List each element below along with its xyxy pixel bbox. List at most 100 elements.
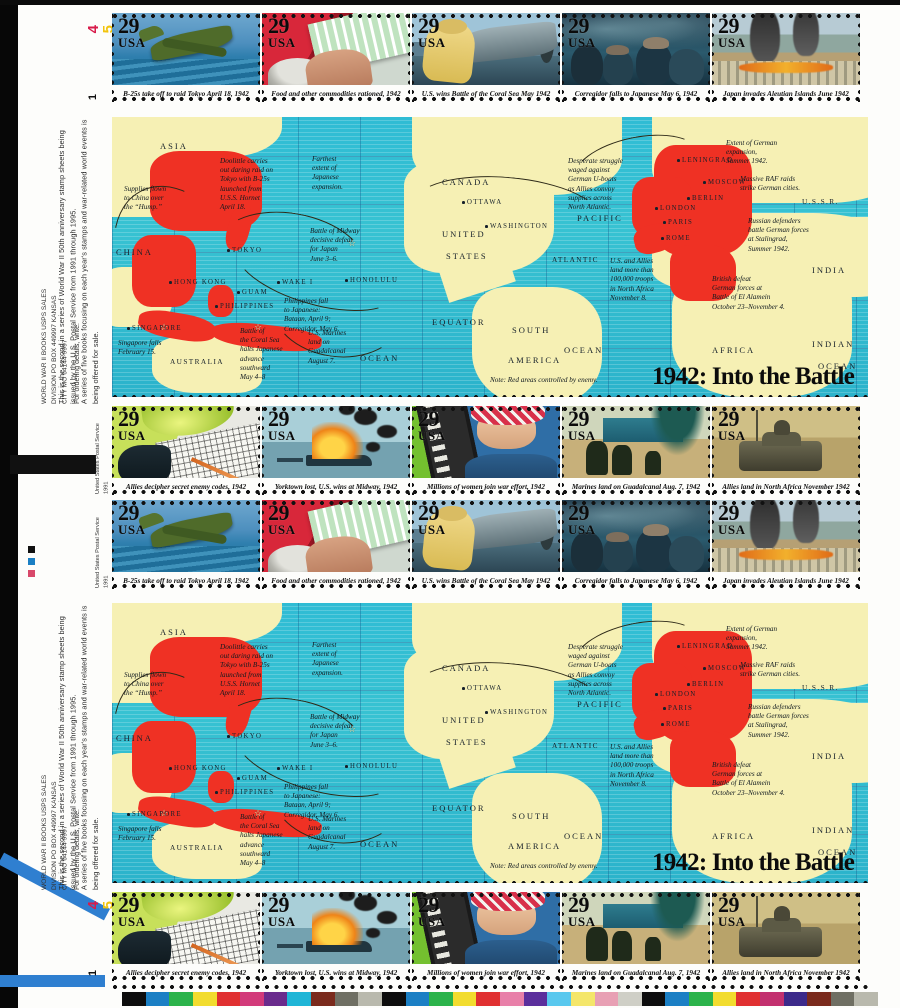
order-line-0: WORLD WAR II BOOKS <box>41 331 48 404</box>
map-city-honolulu: HONOLULU <box>350 763 399 770</box>
stamp-coral-sea[interactable]: 29 USA U.S. wins Battle of the Coral Sea … <box>412 13 560 102</box>
stamp-denomination: 29 USA <box>268 500 296 537</box>
map-city-dot <box>127 327 130 330</box>
color-swatch-16 <box>500 992 524 1006</box>
map-label-australia: AUSTRALIA <box>170 357 224 366</box>
stamp-strip-row-1: 29 USA B-25s take off to raid Tokyo April… <box>112 13 860 102</box>
stamp-denomination: 29 USA <box>418 892 446 929</box>
map-label-canada: CANADA <box>442 663 491 673</box>
color-swatch-20 <box>594 992 619 1006</box>
map-city-ottawa: OTTAWA <box>467 199 503 206</box>
order-line-4b: 64144-9997 <box>61 825 69 861</box>
stamp-women-war-effort[interactable]: 29 USA Millions of women join war effort,… <box>412 406 560 495</box>
scan-blue-streak-2 <box>0 975 105 987</box>
map-city-dot <box>687 683 690 686</box>
map-annotation-doolittle: Doolittle carries out daring raid on Tok… <box>220 157 273 212</box>
map-label-pacific: PACIFIC <box>577 213 623 223</box>
scan-edge-artifact <box>10 455 96 474</box>
color-swatch-12 <box>405 992 430 1006</box>
color-swatch-9 <box>334 992 359 1006</box>
stamp-women-war-effort-2[interactable]: 29 USA Millions of women join war effort,… <box>412 892 560 981</box>
stamp-yorktown-midway-2[interactable]: 29 USA Yorktown lost, U.S. wins at Midway… <box>262 892 410 981</box>
map-label-south: SOUTH <box>512 811 551 821</box>
map-city-dot <box>485 711 488 714</box>
map-city-dot <box>215 305 218 308</box>
scan-left-border <box>0 0 18 1008</box>
registration-mini-marks <box>28 546 35 582</box>
stamp-corregidor-falls[interactable]: 29 USA Corregidor falls to Japanese May 6… <box>562 13 710 102</box>
stamp-aleutian-islands[interactable]: 29 USA Japan invades Aleutian Islands Jun… <box>712 13 860 102</box>
map-city-leningrad: LENINGRAD <box>682 157 734 164</box>
map-city-hong-kong: HONG KONG <box>174 279 227 286</box>
map-annotation-guadal: U.S. Marines land on Guadalcanal August … <box>308 815 347 851</box>
map-panel-top[interactable]: ☆ ☆ ☆ 1942: Into the Battle Note: Red ar… <box>112 117 868 397</box>
plate-number-magenta-2: 4 <box>85 900 102 910</box>
map-label-australia: AUSTRALIA <box>170 843 224 852</box>
map-city-rome: ROME <box>666 721 691 728</box>
stamp-b25-tokyo-raid[interactable]: 29 USA B-25s take off to raid Tokyo April… <box>112 13 260 102</box>
stamp-food-rationed-2[interactable]: 29 USA Food and other commodities ratione… <box>262 500 410 589</box>
stamp-denomination: 29 USA <box>118 500 146 537</box>
map-city-dot <box>169 767 172 770</box>
map-city-dot <box>663 221 666 224</box>
stamp-art-north-africa-tank <box>712 406 860 478</box>
stamp-decipher-codes[interactable]: 29 USA Allies decipher secret enemy codes… <box>112 406 260 495</box>
map-city-wake-i: WAKE I <box>282 279 314 286</box>
battle-star-singapore-2: ☆ <box>160 808 169 818</box>
color-registration-bar <box>122 992 878 1006</box>
map-city-rome: ROME <box>666 235 691 242</box>
color-swatch-13 <box>429 992 453 1006</box>
stamp-aleutian-islands-2[interactable]: 29 USA Japan invades Aleutian Islands Jun… <box>712 500 860 589</box>
map-annotation-uboats: Desperate struggle waged against German … <box>568 643 623 698</box>
map-city-tokyo: TOKYO <box>232 247 263 254</box>
stamp-guadalcanal-2[interactable]: 29 USA Marines land on Guadalcanal Aug. 7… <box>562 892 710 981</box>
plate-number-magenta: 4 <box>85 24 102 34</box>
map-city-washington: WASHINGTON <box>490 223 549 230</box>
map-annotation-philippines: Philippines fall to Japanese: Bataan, Ap… <box>284 297 340 333</box>
stamp-food-rationed[interactable]: 29 USA Food and other commodities ratione… <box>262 13 410 102</box>
map-annotation-germanext: Extent of German expansion, Summer 1942. <box>726 625 778 652</box>
color-swatch-30 <box>830 992 855 1006</box>
stamp-denomination: 29 USA <box>418 406 446 443</box>
stamp-corregidor-falls-2[interactable]: 29 USA Corregidor falls to Japanese May 6… <box>562 500 710 589</box>
map-label-indian: INDIAN <box>812 339 855 349</box>
stamp-guadalcanal[interactable]: 29 USA Marines land on Guadalcanal Aug. 7… <box>562 406 710 495</box>
stamp-decipher-codes-2[interactable]: 29 USA Allies decipher secret enemy codes… <box>112 892 260 981</box>
map-label-ocean: OCEAN <box>564 345 604 355</box>
battle-star-midway: ☆ <box>348 238 357 248</box>
map-city-washington: WASHINGTON <box>490 709 549 716</box>
map-city-dot <box>345 279 348 282</box>
map-city-dot <box>215 791 218 794</box>
stamp-b25-tokyo-raid-2[interactable]: 29 USA B-25s take off to raid Tokyo April… <box>112 500 260 589</box>
map-annotation-rafraids: Massive RAF raids strike German cities. <box>740 661 801 679</box>
stamp-art-rationing <box>262 500 410 572</box>
map-label-ocean: OCEAN <box>818 847 858 857</box>
stamp-coral-sea-2[interactable]: 29 USA U.S. wins Battle of the Coral Sea … <box>412 500 560 589</box>
map-label-china: CHINA <box>116 247 153 257</box>
map-city-dot <box>237 777 240 780</box>
color-swatch-24 <box>689 992 713 1006</box>
stamp-yorktown-midway[interactable]: 29 USA Yorktown lost, U.S. wins at Midway… <box>262 406 410 495</box>
map-city-dot <box>703 181 706 184</box>
map-city-dot <box>462 201 465 204</box>
battle-star-coralsea: ☆ <box>254 322 263 332</box>
map-annotation-northafrica: U.S. and Allies land more than 100,000 t… <box>610 257 654 302</box>
map-annotation-midway: Battle of Midway decisive defeat for Jap… <box>310 713 360 749</box>
map-annotation-coralsea: Battle of the Coral Sea halts Japanese a… <box>240 813 283 868</box>
color-swatch-2 <box>169 992 193 1006</box>
map-city-philippines: PHILIPPINES <box>220 789 275 796</box>
map-annotation-uboats: Desperate struggle waged against German … <box>568 157 623 212</box>
map-annotation-doolittle: Doolittle carries out daring raid on Tok… <box>220 643 273 698</box>
color-swatch-23 <box>665 992 689 1006</box>
color-swatch-5 <box>240 992 264 1006</box>
color-swatch-15 <box>476 992 500 1006</box>
selvage-order-address-top: WORLD WAR II BOOKS USPS SALES DIVISION P… <box>40 286 74 404</box>
stamp-denomination: 29 USA <box>568 13 596 50</box>
map-city-dot <box>661 723 664 726</box>
map-label-u-s-s-r-: U.S.S.R. <box>802 197 839 206</box>
map-panel-bottom[interactable]: ☆ ☆ ☆ 1942: Into the Battle Note: Red ar… <box>112 603 868 883</box>
stamp-north-africa-2[interactable]: 29 USA Allies land in North Africa Novemb… <box>712 892 860 981</box>
stamp-art-codes <box>112 406 260 478</box>
stamp-north-africa[interactable]: 29 USA Allies land in North Africa Novemb… <box>712 406 860 495</box>
color-swatch-25 <box>712 992 737 1006</box>
